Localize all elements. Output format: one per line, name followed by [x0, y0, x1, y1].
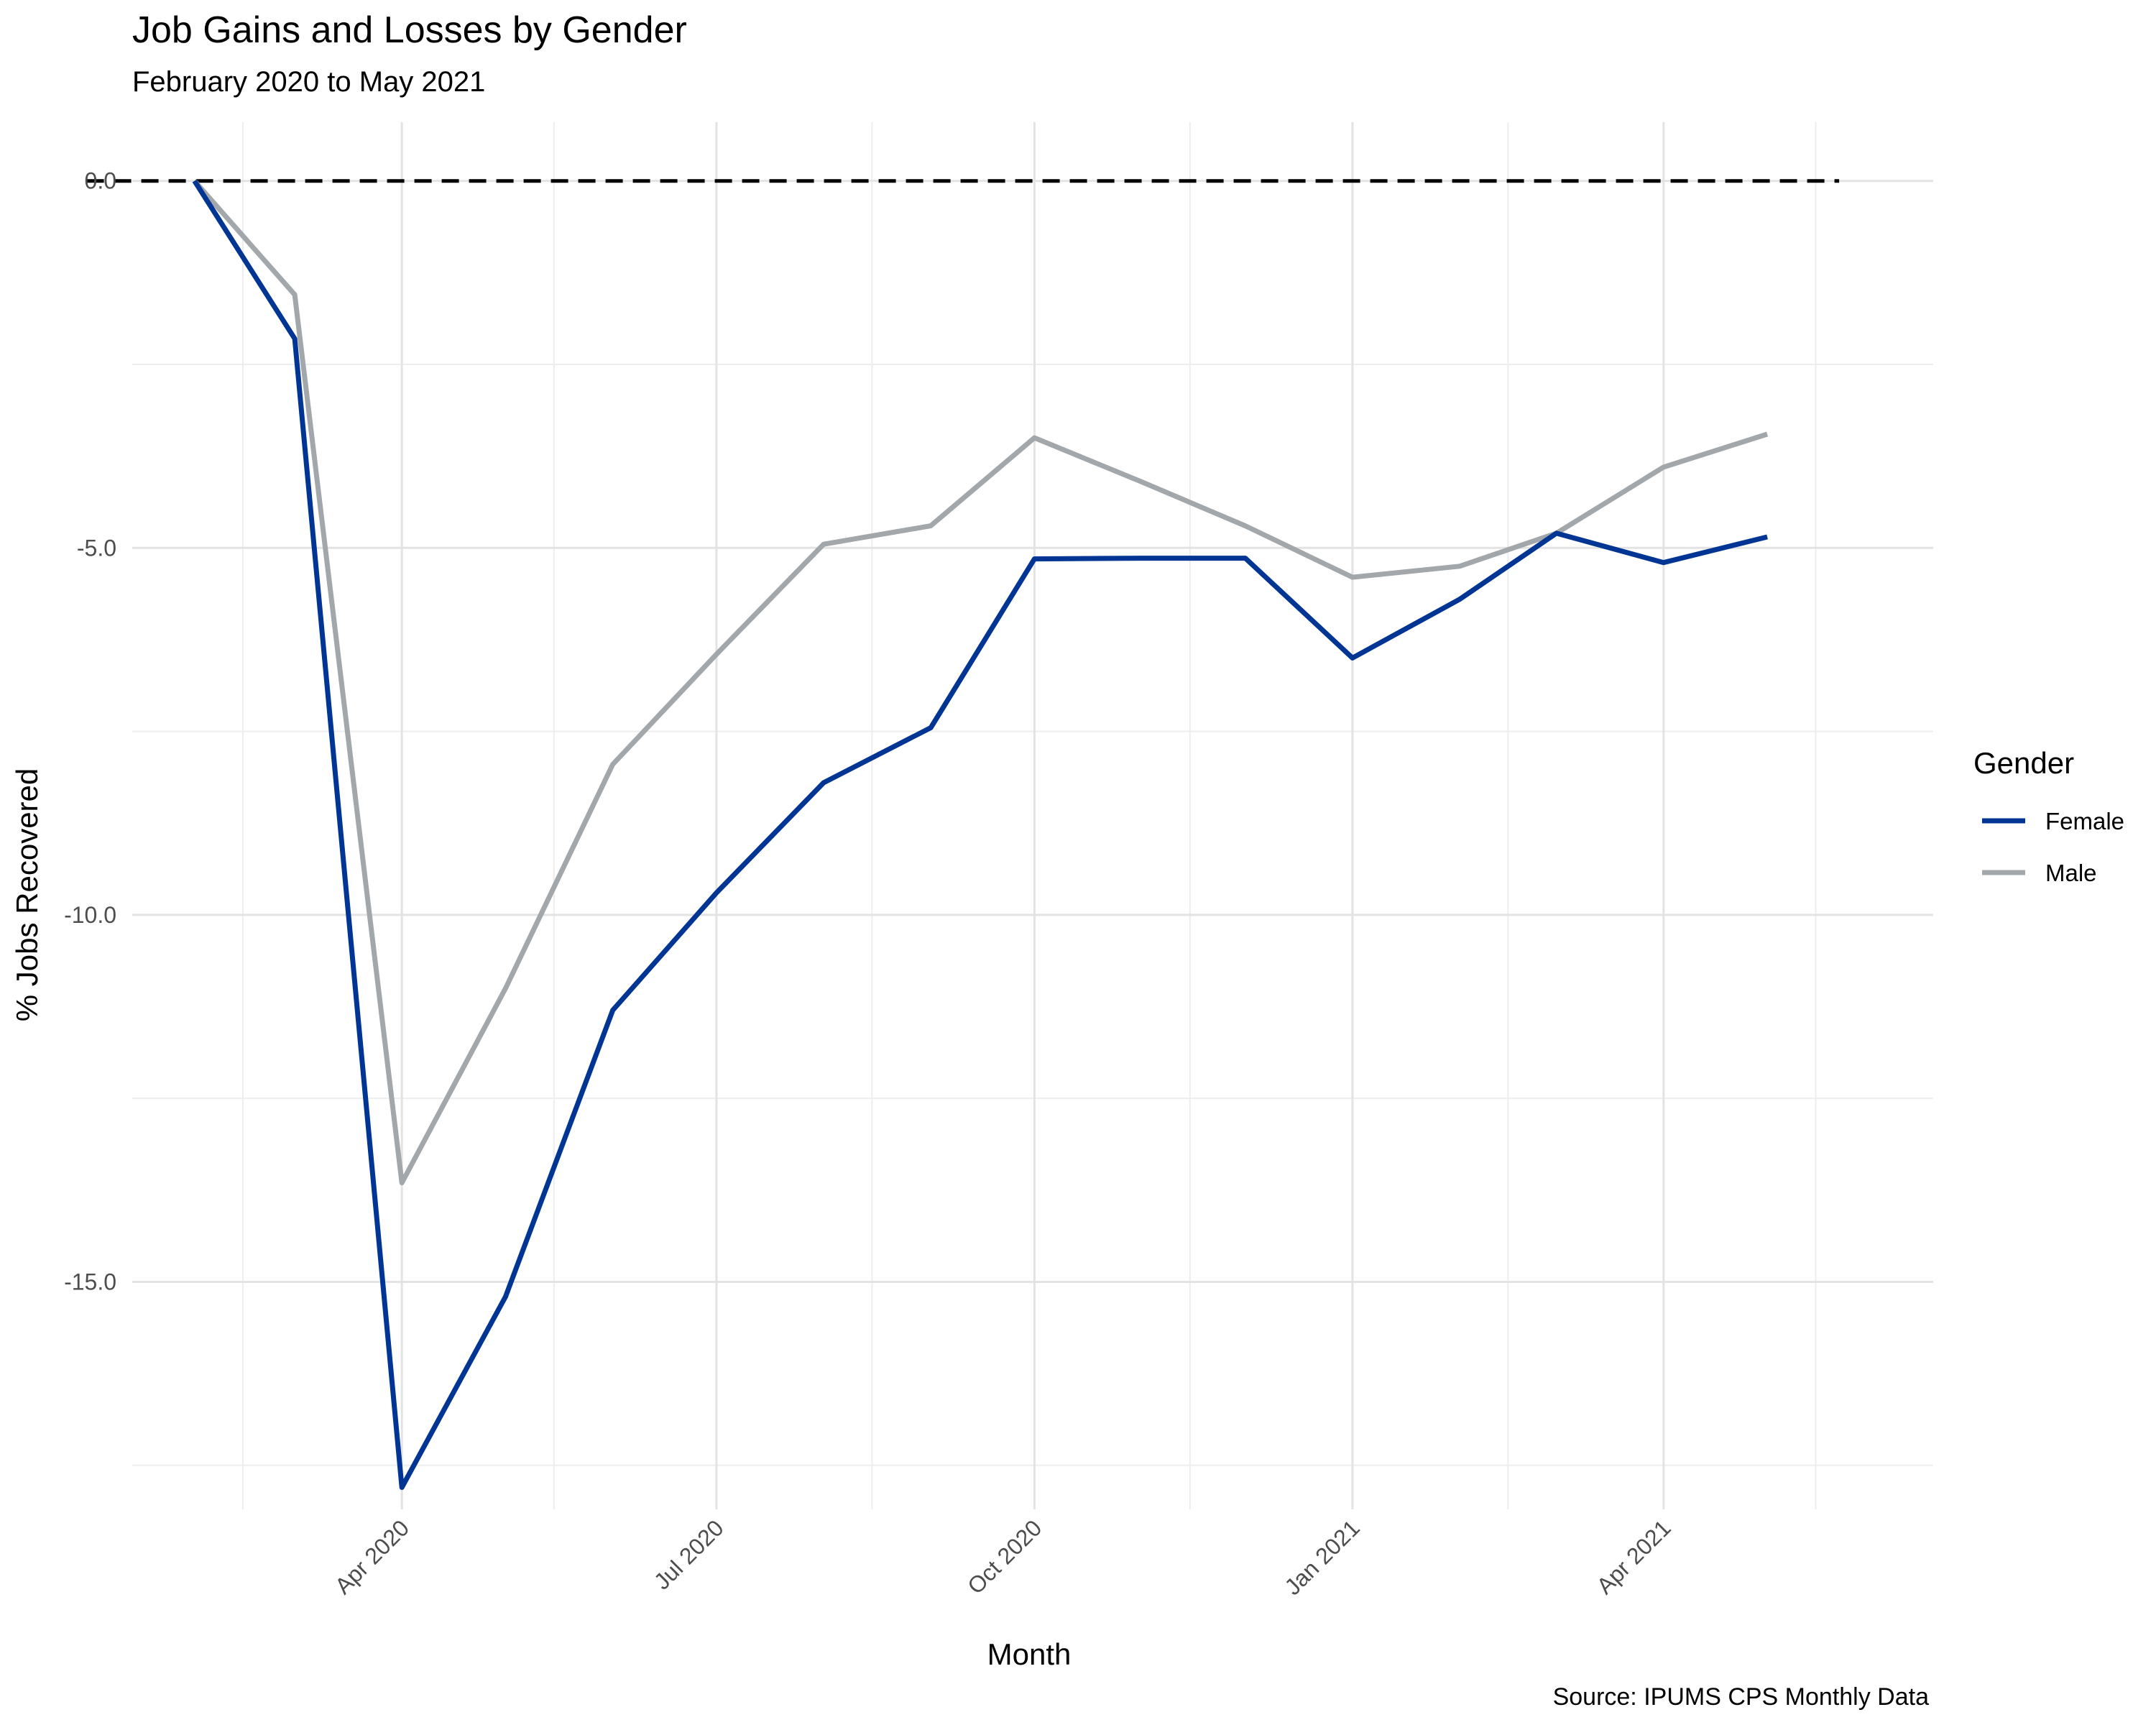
chart-title: Job Gains and Losses by Gender — [132, 9, 687, 51]
x-axis-title: Month — [987, 1637, 1072, 1671]
series-line-male — [192, 179, 1769, 1186]
y-tick-label: -15.0 — [64, 1269, 116, 1294]
y-axis-title: % Jobs Recovered — [10, 768, 44, 1022]
x-tick-label: Apr 2020 — [330, 1514, 414, 1598]
x-tick-label: Jan 2021 — [1279, 1514, 1365, 1600]
x-axis-tick-labels: Apr 2020 Jul 2020 Oct 2020 Jan 2021 Apr 2021 — [330, 1514, 1676, 1600]
legend-label-female: Female — [2045, 808, 2124, 834]
minor-y-gridlines — [132, 363, 1933, 1466]
y-tick-label: -10.0 — [64, 902, 116, 928]
x-tick-label: Oct 2020 — [962, 1514, 1046, 1598]
legend-label-male: Male — [2045, 860, 2097, 886]
legend: Gender Female Male — [1973, 746, 2124, 886]
x-tick-label: Apr 2021 — [1591, 1514, 1675, 1598]
y-tick-label: 0.0 — [85, 168, 116, 194]
y-axis-tick-labels: 0.0 -5.0 -10.0 -15.0 — [64, 168, 116, 1295]
major-x-gridlines — [400, 122, 1665, 1509]
y-tick-label: -5.0 — [77, 535, 116, 561]
series-line-female — [192, 179, 1768, 1490]
chart-subtitle: February 2020 to May 2021 — [132, 66, 486, 98]
source-caption: Source: IPUMS CPS Monthly Data — [1552, 1683, 1929, 1711]
x-tick-label: Jul 2020 — [649, 1514, 729, 1594]
series-lines — [192, 179, 1769, 1490]
legend-title: Gender — [1973, 746, 2074, 780]
minor-x-gridlines — [241, 122, 1817, 1509]
